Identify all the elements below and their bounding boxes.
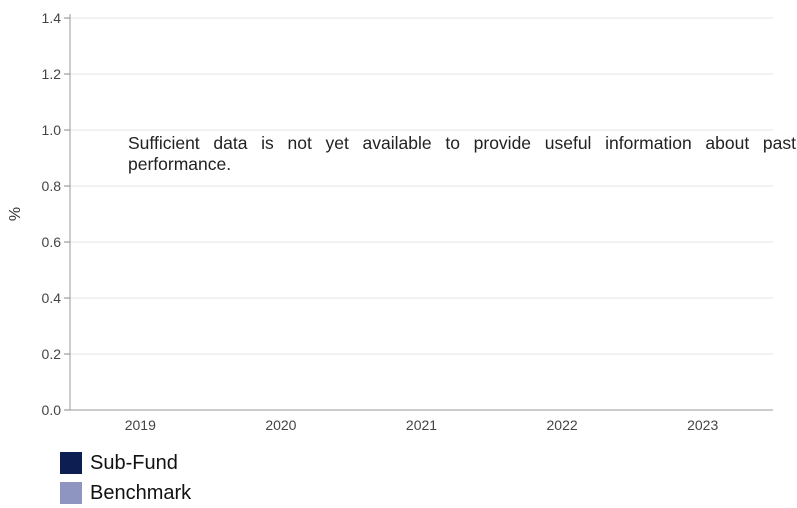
legend-label-benchmark: Benchmark [90,481,192,504]
y-axis-label: % [7,207,24,221]
x-tick-label-2020: 2020 [265,417,296,433]
x-tick-label-2023: 2023 [687,417,718,433]
y-tick-label-0.6: 0.6 [42,234,62,250]
x-tick-label-2019: 2019 [125,417,156,433]
legend-swatch-benchmark [60,482,82,504]
y-tick-label-1.2: 1.2 [42,66,62,82]
y-tick-label-0.8: 0.8 [42,178,62,194]
y-tick-label-0.0: 0.0 [42,402,62,418]
y-tick-label-1.0: 1.0 [42,122,62,138]
y-tick-label-1.4: 1.4 [42,10,62,26]
legend: Sub-Fund Benchmark [60,448,191,508]
y-tick-label-0.4: 0.4 [42,290,62,306]
no-data-annotation: Sufficient data is not yet available to … [128,133,796,174]
legend-label-sub-fund: Sub-Fund [90,451,178,474]
x-tick-label-2022: 2022 [547,417,578,433]
x-tick-label-2021: 2021 [406,417,437,433]
legend-swatch-sub-fund [60,452,82,474]
legend-item-benchmark: Benchmark [60,478,191,508]
legend-item-sub-fund: Sub-Fund [60,448,191,478]
y-tick-label-0.2: 0.2 [42,346,62,362]
